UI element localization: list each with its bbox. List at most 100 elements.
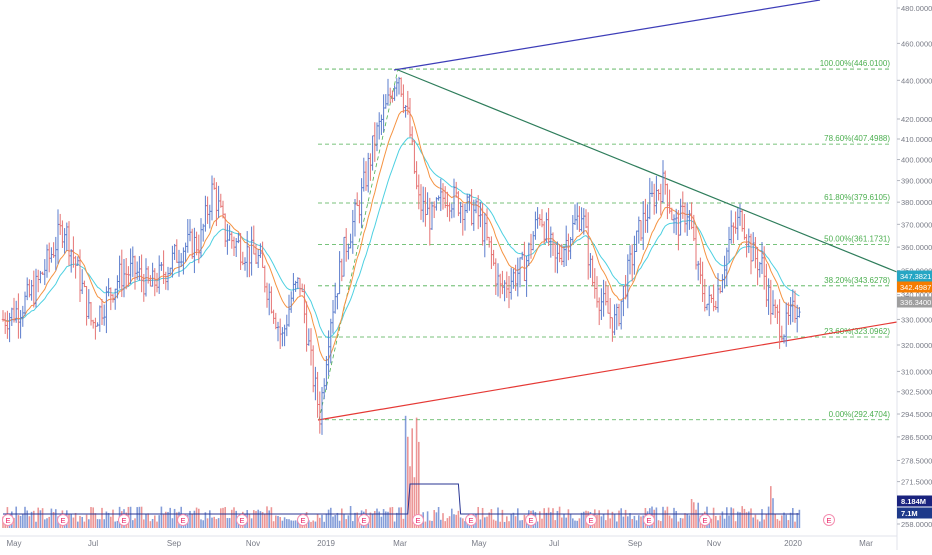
- volume-bar: [437, 507, 440, 528]
- volume-bar: [748, 511, 750, 528]
- earnings-marker[interactable]: E: [236, 514, 248, 526]
- volume-bar: [35, 521, 37, 528]
- volume-bar: [50, 508, 53, 528]
- volume-bar: [739, 512, 741, 528]
- earnings-marker-circle[interactable]: [177, 514, 189, 526]
- volume-bar: [154, 515, 156, 528]
- volume-bar: [682, 518, 684, 528]
- earnings-marker[interactable]: E: [358, 514, 370, 526]
- volume-bar: [794, 521, 796, 528]
- volume-bar: [44, 519, 46, 528]
- volume-bar: [310, 521, 312, 528]
- earnings-marker[interactable]: E: [2, 514, 14, 526]
- earnings-marker-label: E: [702, 516, 707, 525]
- volume-bar: [609, 518, 611, 528]
- volume-bar: [393, 521, 396, 528]
- volume-bar: [561, 517, 563, 528]
- price-bar: [787, 302, 790, 325]
- earnings-marker[interactable]: E: [57, 514, 69, 526]
- earnings-marker-circle[interactable]: [465, 514, 477, 526]
- earnings-marker-circle[interactable]: [699, 514, 711, 526]
- volume-bar: [316, 513, 319, 528]
- volume-bar: [261, 512, 264, 528]
- volume-bar: [149, 521, 152, 528]
- volume-bar: [695, 509, 697, 528]
- price-bars: [1, 76, 801, 435]
- earnings-marker[interactable]: E: [118, 514, 130, 526]
- earnings-marker[interactable]: E: [412, 514, 424, 526]
- volume-bar: [314, 521, 317, 528]
- volume-bar: [554, 520, 556, 528]
- fast-moving-average-line: [2, 109, 800, 362]
- volume-bar: [759, 521, 761, 528]
- earnings-marker[interactable]: E: [643, 514, 655, 526]
- earnings-marker-circle[interactable]: [118, 514, 130, 526]
- volume-bar: [323, 521, 325, 528]
- earnings-marker[interactable]: E: [297, 514, 309, 526]
- earnings-marker-circle[interactable]: [823, 514, 835, 526]
- volume-bar: [552, 508, 554, 528]
- price-bar: [382, 94, 385, 133]
- volume-bar: [737, 511, 739, 528]
- volume-bar: [776, 519, 779, 528]
- price-bar: [272, 309, 275, 324]
- volume-bar: [785, 514, 787, 528]
- volume-bar: [411, 428, 413, 528]
- earnings-marker-circle[interactable]: [585, 514, 597, 526]
- volume-bar: [88, 519, 90, 528]
- volume-bar: [519, 520, 521, 528]
- volume-bar: [204, 512, 207, 528]
- earnings-marker[interactable]: E: [585, 514, 597, 526]
- price-tick-label: 278.5000: [901, 456, 932, 465]
- time-axis[interactable]: May Jul Sep Nov 2019 Mar May Jul Sep Nov 2020 Mar: [0, 535, 897, 548]
- support-trend-line[interactable]: [317, 321, 898, 421]
- volume-bar: [455, 514, 457, 528]
- volume-bar: [264, 513, 266, 528]
- volume-bar: [642, 515, 644, 528]
- earnings-marker-circle[interactable]: [57, 514, 69, 526]
- trend-lines[interactable]: [317, 0, 898, 421]
- volume-bar: [512, 512, 515, 528]
- volume-bar: [508, 521, 510, 528]
- price-tick-label: 440.0000: [901, 76, 932, 85]
- earnings-marker-circle[interactable]: [2, 514, 14, 526]
- earnings-marker-circle[interactable]: [358, 514, 370, 526]
- volume-bar: [717, 520, 719, 528]
- earnings-marker-circle[interactable]: [525, 514, 537, 526]
- earnings-marker-circle[interactable]: [643, 514, 655, 526]
- volume-bar: [409, 466, 411, 528]
- earnings-marker-circle[interactable]: [236, 514, 248, 526]
- volume-bar: [510, 513, 512, 528]
- price-tick-label: 390.0000: [901, 177, 932, 186]
- volume-bar: [140, 506, 143, 528]
- volume-bar: [413, 477, 416, 528]
- price-bar: [721, 274, 724, 293]
- volume-bar: [143, 519, 145, 528]
- price-bar: [481, 203, 484, 246]
- upper-trend-line[interactable]: [393, 0, 821, 71]
- earnings-marker-circle[interactable]: [297, 514, 309, 526]
- volume-bar: [107, 512, 110, 528]
- volume-bar: [224, 507, 226, 528]
- volume-bar: [358, 519, 361, 528]
- earnings-marker[interactable]: E: [699, 514, 711, 526]
- earnings-marker[interactable]: E: [525, 514, 537, 526]
- descending-trend-line[interactable]: [397, 69, 898, 273]
- volume-bar: [272, 521, 275, 528]
- volume-bar: [677, 521, 680, 528]
- volume-bar: [541, 518, 543, 528]
- earnings-marker[interactable]: E: [823, 514, 835, 526]
- earnings-marker-circle[interactable]: [412, 514, 424, 526]
- volume-bar: [294, 520, 297, 528]
- volume-bar: [52, 512, 55, 528]
- earnings-marker[interactable]: E: [177, 514, 189, 526]
- volume-bar: [371, 513, 374, 528]
- price-bar: [567, 233, 570, 261]
- volume-bar: [15, 506, 17, 528]
- volume-bar: [134, 518, 136, 528]
- volume-bar: [129, 506, 132, 528]
- earnings-marker[interactable]: E: [465, 514, 477, 526]
